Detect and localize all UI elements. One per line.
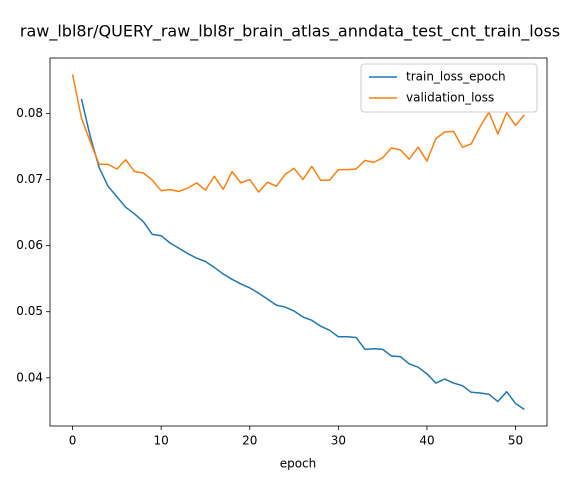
x-tick-label: 50 (508, 434, 523, 448)
x-tick-label: 40 (419, 434, 434, 448)
y-tick-label: 0.04 (16, 370, 43, 384)
y-tick-label: 0.05 (16, 304, 43, 318)
plot-frame (49, 57, 548, 427)
x-tick-label: 0 (69, 434, 77, 448)
legend-box (360, 63, 538, 113)
line-series (71, 74, 525, 193)
legend-label: validation_loss (406, 91, 494, 105)
y-tick-label: 0.08 (16, 106, 43, 120)
legend-label: train_loss_epoch (406, 70, 506, 84)
x-tick-label: 30 (331, 434, 346, 448)
y-tick-label: 0.07 (16, 172, 43, 186)
x-tick-label: 20 (242, 434, 257, 448)
x-tick-label: 10 (154, 434, 169, 448)
y-tick-label: 0.06 (16, 238, 43, 252)
x-axis-label: epoch (280, 457, 317, 471)
line-series (80, 98, 525, 411)
chart-title: raw_lbl8r/QUERY_raw_lbl8r_brain_atlas_an… (20, 22, 560, 42)
